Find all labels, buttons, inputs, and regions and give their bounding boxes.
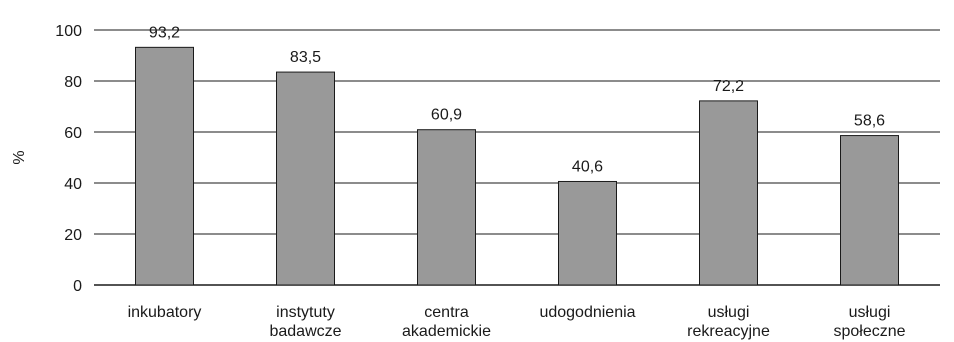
x-category-label: usługi społeczne [833,304,905,340]
x-category-label-line: inkubatory [128,304,202,321]
x-category-label-line: udogodnienia [539,304,635,321]
y-tick-label: 40 [64,176,82,193]
data-label: 93,2 [149,24,180,41]
x-category-label-line: centra [424,304,469,321]
y-tick-label: 20 [64,227,82,244]
bars [135,46,899,286]
data-labels: 93,2 83,5 60,9 40,6 72,2 58,6 [149,24,885,175]
data-label: 60,9 [431,107,462,124]
bar [699,100,758,286]
grid-lines [94,29,940,286]
y-tick-label: 0 [73,278,82,295]
x-category-label: centra akademickie [402,304,491,340]
y-tick-label: 80 [64,74,82,91]
data-label: 58,6 [854,113,885,130]
x-category-label: instytuty badawcze [269,304,341,340]
x-category-label-line: badawcze [269,323,341,340]
y-tick-label: 60 [64,125,82,142]
x-axis-categories: inkubatory instytuty badawcze centra akademi… [128,304,906,340]
data-label: 83,5 [290,49,321,66]
y-axis-ticks: 0 20 40 60 80 100 [55,23,82,295]
data-label: 72,2 [713,78,744,95]
x-category-label: udogodnienia [539,304,635,321]
bar [417,129,476,286]
y-axis-title: % [11,150,28,164]
x-category-label-line: społeczne [833,323,905,340]
x-category-label-line: instytuty [276,304,335,321]
x-category-label-line: usługi [849,304,891,321]
bar [276,71,335,286]
data-label: 40,6 [572,158,603,175]
bar [558,180,617,286]
x-category-label-line: rekreacyjne [687,323,770,340]
x-category-label: usługi rekreacyjne [687,304,770,340]
x-category-label-line: usługi [708,304,750,321]
bar [840,135,899,286]
bar [135,46,194,286]
x-category-label: inkubatory [128,304,202,321]
y-tick-label: 100 [55,23,82,40]
x-category-label-line: akademickie [402,323,491,340]
